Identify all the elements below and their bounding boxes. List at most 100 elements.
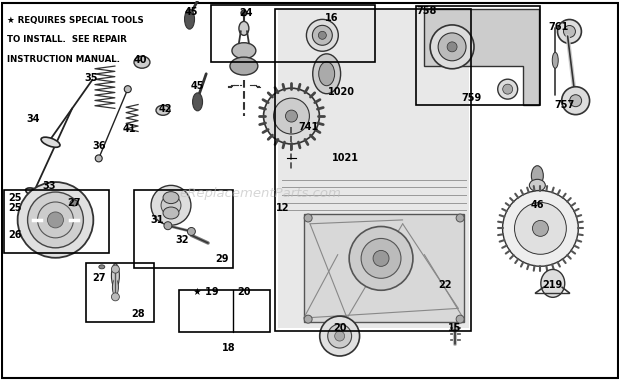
Bar bbox=[416, 7, 540, 105]
Circle shape bbox=[17, 182, 94, 258]
Ellipse shape bbox=[70, 200, 78, 206]
Circle shape bbox=[187, 227, 195, 235]
Text: 12: 12 bbox=[276, 203, 290, 213]
Circle shape bbox=[430, 25, 474, 69]
Text: 1020: 1020 bbox=[328, 87, 355, 97]
Circle shape bbox=[533, 220, 549, 236]
Text: 24: 24 bbox=[239, 8, 252, 18]
Circle shape bbox=[312, 25, 332, 45]
Ellipse shape bbox=[185, 9, 195, 29]
Text: 45: 45 bbox=[191, 81, 205, 91]
Text: 16: 16 bbox=[325, 13, 339, 23]
Text: 29: 29 bbox=[215, 254, 228, 264]
Text: eReplacementParts.com: eReplacementParts.com bbox=[180, 186, 342, 200]
Circle shape bbox=[304, 315, 312, 323]
Bar bbox=[278, 9, 469, 328]
Text: 15: 15 bbox=[448, 323, 462, 333]
Text: 757: 757 bbox=[554, 100, 575, 110]
Text: 40: 40 bbox=[134, 54, 148, 64]
Circle shape bbox=[273, 98, 309, 134]
Circle shape bbox=[570, 95, 582, 107]
Bar bbox=[304, 214, 464, 322]
Circle shape bbox=[112, 293, 120, 301]
Circle shape bbox=[264, 88, 319, 144]
Ellipse shape bbox=[41, 137, 60, 147]
Text: 741: 741 bbox=[299, 122, 319, 132]
Text: INSTRUCTION MANUAL.: INSTRUCTION MANUAL. bbox=[7, 54, 120, 64]
Circle shape bbox=[164, 222, 172, 230]
Text: 35: 35 bbox=[84, 73, 97, 83]
Bar bbox=[134, 190, 232, 268]
Circle shape bbox=[456, 214, 464, 222]
Ellipse shape bbox=[529, 179, 546, 191]
Circle shape bbox=[456, 315, 464, 323]
Text: 34: 34 bbox=[27, 114, 40, 124]
Circle shape bbox=[361, 239, 401, 278]
Text: 759: 759 bbox=[462, 93, 482, 103]
Circle shape bbox=[349, 227, 413, 290]
Ellipse shape bbox=[112, 279, 118, 295]
Circle shape bbox=[306, 19, 339, 51]
Circle shape bbox=[503, 84, 513, 94]
Ellipse shape bbox=[239, 21, 249, 36]
Circle shape bbox=[438, 33, 466, 61]
Circle shape bbox=[318, 31, 326, 39]
Ellipse shape bbox=[319, 62, 335, 86]
Ellipse shape bbox=[552, 52, 558, 68]
Circle shape bbox=[328, 324, 352, 348]
Circle shape bbox=[241, 10, 247, 16]
Text: TO INSTALL.  SEE REPAIR: TO INSTALL. SEE REPAIR bbox=[7, 35, 127, 44]
Text: 36: 36 bbox=[92, 141, 105, 151]
Circle shape bbox=[124, 86, 131, 93]
Circle shape bbox=[285, 110, 298, 122]
Text: 31: 31 bbox=[151, 215, 164, 225]
Text: ★ 19: ★ 19 bbox=[193, 287, 218, 297]
Ellipse shape bbox=[99, 265, 105, 269]
Text: 22: 22 bbox=[438, 279, 451, 290]
Ellipse shape bbox=[163, 207, 179, 219]
Circle shape bbox=[335, 331, 345, 341]
Polygon shape bbox=[424, 9, 539, 105]
Text: 18: 18 bbox=[221, 343, 235, 353]
Text: ★ REQUIRES SPECIAL TOOLS: ★ REQUIRES SPECIAL TOOLS bbox=[7, 16, 144, 25]
Ellipse shape bbox=[112, 264, 120, 288]
Text: 27: 27 bbox=[92, 273, 105, 283]
Circle shape bbox=[320, 316, 360, 356]
Ellipse shape bbox=[230, 57, 258, 75]
Bar bbox=[275, 9, 471, 332]
Ellipse shape bbox=[156, 105, 170, 115]
Ellipse shape bbox=[193, 93, 203, 111]
Text: 26: 26 bbox=[8, 230, 22, 240]
Text: 20: 20 bbox=[237, 287, 251, 297]
Circle shape bbox=[112, 265, 120, 273]
Ellipse shape bbox=[312, 54, 340, 94]
Ellipse shape bbox=[541, 269, 565, 297]
Ellipse shape bbox=[134, 56, 150, 68]
Circle shape bbox=[48, 212, 63, 228]
Text: 27: 27 bbox=[67, 198, 81, 208]
Ellipse shape bbox=[232, 43, 256, 59]
Circle shape bbox=[515, 203, 566, 254]
Text: 42: 42 bbox=[159, 104, 172, 114]
Circle shape bbox=[557, 20, 582, 43]
Text: 33: 33 bbox=[43, 181, 56, 191]
Ellipse shape bbox=[25, 188, 45, 198]
Circle shape bbox=[161, 195, 181, 215]
Circle shape bbox=[27, 192, 83, 248]
Circle shape bbox=[38, 202, 73, 238]
Bar bbox=[86, 263, 154, 322]
Text: 25: 25 bbox=[9, 193, 22, 203]
Text: 761: 761 bbox=[548, 22, 569, 32]
Ellipse shape bbox=[531, 166, 543, 186]
Text: 28: 28 bbox=[131, 309, 144, 319]
Circle shape bbox=[373, 251, 389, 266]
Circle shape bbox=[304, 214, 312, 222]
Circle shape bbox=[447, 42, 457, 52]
Text: 758: 758 bbox=[416, 7, 436, 17]
Bar bbox=[179, 290, 270, 332]
Text: 41: 41 bbox=[122, 124, 136, 134]
Text: 45: 45 bbox=[185, 7, 198, 17]
Circle shape bbox=[564, 25, 575, 37]
Text: 25: 25 bbox=[8, 203, 22, 213]
Circle shape bbox=[95, 155, 102, 162]
